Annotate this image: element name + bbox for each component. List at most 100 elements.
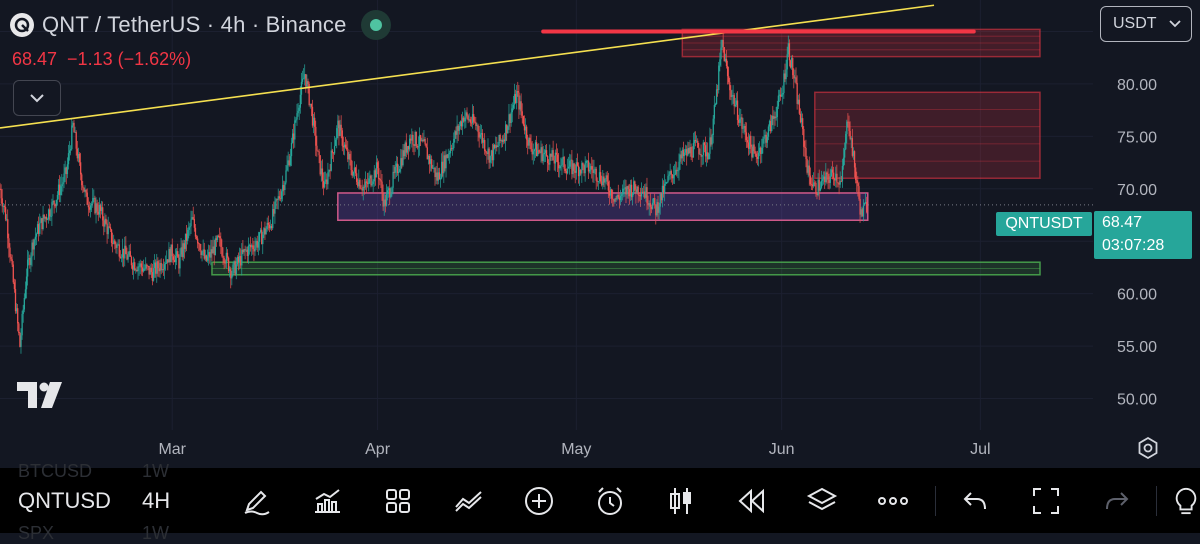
candle-body [550,153,552,157]
draw-pen-icon[interactable] [239,484,273,518]
candle-body [591,166,593,170]
price-chart[interactable]: 85.0080.0075.0070.0065.0060.0055.0050.00… [0,0,1200,468]
x-tick-label: Apr [365,441,391,458]
candle-body [362,186,364,191]
candle-body [339,124,341,136]
candle-body [46,219,49,221]
candle-body [763,136,765,139]
candle-body [169,249,171,263]
collapse-legend-button[interactable] [13,80,61,116]
chart-settings-button[interactable] [1136,436,1160,465]
candle-body [123,248,125,259]
candle-body [142,268,145,272]
candle-body [710,137,712,145]
timeframe-button[interactable]: 4H [142,488,171,513]
candle-body [678,161,680,171]
candle-body [310,103,313,107]
candle-body [283,185,285,191]
candle-body [777,95,780,107]
candle-body [807,165,809,173]
candle-body [214,238,216,255]
candle-body [499,135,501,142]
indicators-icon[interactable] [310,484,344,518]
candle-body [382,192,384,207]
candle-body [484,139,486,152]
candle-body [319,155,321,175]
candle-body [205,255,208,261]
candle-body [187,229,189,241]
redo-icon[interactable] [1100,484,1134,518]
candle-body [309,103,311,106]
candle-body [817,179,819,196]
candle-body [82,185,84,188]
candle-body [87,204,90,208]
watchlist-ghost-symbol: SPX [18,523,55,543]
candle-body [666,181,668,183]
candle-body [569,160,571,167]
candle-body [799,113,802,123]
candle-body [765,134,767,143]
candle-body [146,264,148,266]
candle-body [857,183,859,187]
candle-body [24,289,27,298]
candle-body [375,162,378,178]
candle-body [264,228,266,235]
candle-body [689,147,691,154]
candle-body [849,130,851,139]
candle-body [467,115,469,121]
candle-body [816,193,818,196]
candle-body [10,256,12,260]
candle-body [538,150,540,152]
candles-icon[interactable] [664,484,698,518]
layers-icon[interactable] [805,484,839,518]
candle-body [15,308,18,312]
candle-body [502,139,505,142]
candle-body [755,153,757,157]
candle-body [337,120,339,129]
candle-body [34,236,37,240]
symbol-search-button[interactable]: QNTUSD [18,488,111,513]
fullscreen-icon[interactable] [1029,484,1063,518]
symbol-header[interactable]: QNT / TetherUS · 4h · Binance [10,10,391,40]
alert-clock-icon[interactable] [593,484,627,518]
candle-body [407,146,410,150]
candle-body [766,136,769,143]
candle-body [14,289,17,312]
candle-body [509,114,511,123]
candle-body [11,259,13,265]
candle-body [687,148,689,156]
candle-body [760,147,762,154]
candle-body [496,145,498,148]
currency-button[interactable]: USDT [1100,6,1192,42]
candle-body [132,262,135,270]
candle-body [623,188,625,190]
more-icon[interactable] [876,484,910,518]
lightbulb-icon[interactable] [1172,484,1200,518]
candle-body [633,181,635,193]
candle-body [683,152,686,157]
y-tick-label: 70.00 [1117,182,1157,199]
candle-body [503,139,506,142]
candle-body [739,118,741,123]
candle-body [135,269,137,271]
candle-body [620,194,623,196]
replay-icon[interactable] [734,484,768,518]
add-icon[interactable] [522,484,556,518]
candle-body [541,147,543,162]
candle-body [475,122,477,126]
candle-body [195,236,198,239]
candle-body [652,198,655,203]
candle-body [736,100,739,121]
undo-icon[interactable] [958,484,992,518]
compare-icon[interactable] [452,484,486,518]
layouts-icon[interactable] [381,484,415,518]
candle-body [413,144,415,146]
candle-body [194,227,197,237]
candle-body [176,251,178,256]
candle-body [414,131,416,146]
candle-body [333,145,336,154]
candle-body [55,199,58,207]
candle-body [639,195,642,197]
candle-body [27,259,29,277]
candle-body [487,148,489,155]
